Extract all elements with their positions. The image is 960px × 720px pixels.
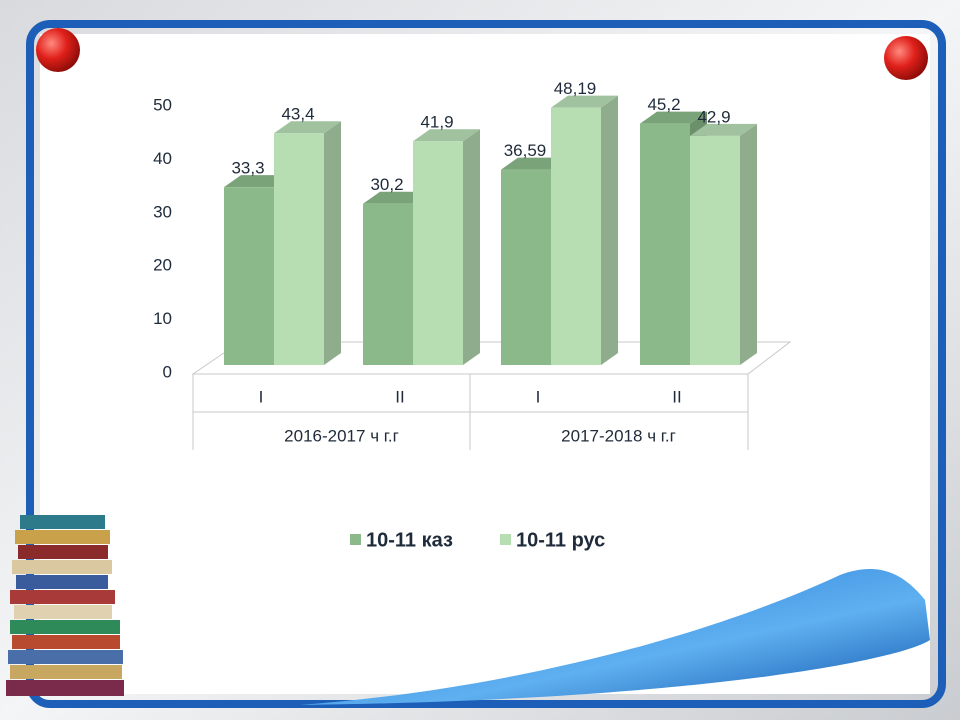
pin bbox=[36, 28, 80, 72]
page-curl bbox=[300, 569, 930, 705]
legend-swatch bbox=[350, 534, 361, 545]
bar bbox=[224, 187, 274, 365]
data-label: 41,9 bbox=[420, 113, 453, 132]
data-label: 33,3 bbox=[231, 159, 264, 178]
bar-top bbox=[274, 121, 341, 134]
group-label: 2016-2017 ч г.г bbox=[284, 426, 399, 445]
bar-top bbox=[690, 123, 757, 136]
data-label: 45,2 bbox=[647, 95, 680, 114]
bar bbox=[274, 133, 324, 365]
data-label: 30,2 bbox=[370, 175, 403, 194]
legend-label: 10-11 каз bbox=[366, 529, 453, 551]
frame bbox=[26, 20, 946, 708]
bar-top bbox=[640, 111, 707, 124]
bar-side bbox=[324, 121, 341, 365]
data-label: 36,59 bbox=[504, 141, 547, 160]
x-tick-label: I bbox=[536, 387, 541, 406]
bar bbox=[690, 135, 740, 365]
bar-side bbox=[601, 95, 618, 365]
legend-swatch bbox=[500, 534, 511, 545]
pin bbox=[884, 36, 928, 80]
bar-side bbox=[740, 123, 757, 365]
x-tick-label: II bbox=[672, 387, 681, 406]
x-tick-label: I bbox=[259, 387, 264, 406]
bar-top bbox=[413, 129, 480, 142]
y-tick-label: 0 bbox=[163, 362, 172, 381]
bar-side bbox=[463, 129, 480, 365]
y-tick-label: 50 bbox=[153, 95, 172, 114]
bar bbox=[640, 123, 690, 365]
legend-label: 10-11 рус bbox=[516, 529, 605, 551]
data-label: 48,19 bbox=[554, 79, 597, 98]
x-tick-label: II bbox=[395, 387, 404, 406]
bar bbox=[551, 107, 601, 365]
group-label: 2017-2018 ч г.г bbox=[561, 426, 676, 445]
bar bbox=[501, 169, 551, 365]
y-tick-label: 20 bbox=[153, 256, 172, 275]
data-label: 42,9 bbox=[697, 107, 730, 126]
y-tick-label: 30 bbox=[153, 202, 172, 221]
category-axis-frame bbox=[192, 374, 749, 450]
y-tick-label: 10 bbox=[153, 309, 172, 328]
data-label: 43,4 bbox=[281, 105, 314, 124]
bar bbox=[363, 203, 413, 365]
books bbox=[6, 515, 124, 696]
y-tick-label: 40 bbox=[153, 149, 172, 168]
bar bbox=[413, 141, 463, 365]
bar-top bbox=[551, 95, 618, 108]
chart: 0 10 20 30 40 50 I 33,3 43,4 II 30,2 41,9 2016-2017 … bbox=[153, 79, 792, 450]
